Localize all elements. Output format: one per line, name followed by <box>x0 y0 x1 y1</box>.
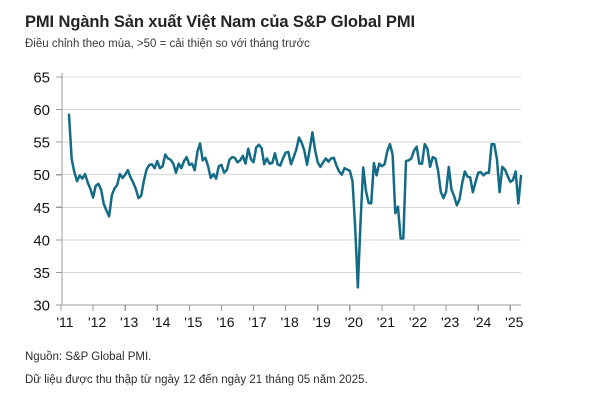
chart-subtitle: Điều chỉnh theo mùa, >50 = cải thiện so … <box>25 38 310 50</box>
x-tick-label: '13 <box>120 314 138 330</box>
x-tick-label: '24 <box>473 314 491 330</box>
x-tick-label: '14 <box>152 314 170 330</box>
y-tick-label: 35 <box>33 265 50 282</box>
chart-title: PMI Ngành Sản xuất Việt Nam của S&P Glob… <box>25 13 415 31</box>
data-collection-note: Dữ liệu được thu thập từ ngày 12 đến ngà… <box>25 374 368 386</box>
x-tick-label: '11 <box>56 314 73 330</box>
pmi-series-line <box>67 113 523 289</box>
y-tick-label: 55 <box>33 135 50 152</box>
x-tick-label: '19 <box>313 314 331 330</box>
x-tick-label: '16 <box>216 314 234 330</box>
x-tick-label: '17 <box>248 314 266 330</box>
y-tick-label: 45 <box>33 200 50 217</box>
x-tick-label: '20 <box>345 314 363 330</box>
y-tick-label: 60 <box>33 102 50 119</box>
x-tick-label: '15 <box>184 314 202 330</box>
x-tick-label: '18 <box>281 314 299 330</box>
x-tick-label: '22 <box>409 314 427 330</box>
y-tick-label: 65 <box>33 70 50 87</box>
source-note: Nguồn: S&P Global PMI. <box>25 351 152 363</box>
y-tick-label: 30 <box>33 298 50 315</box>
x-tick-label: '21 <box>377 314 395 330</box>
y-tick-label: 40 <box>33 232 50 249</box>
x-tick-label: '25 <box>505 314 523 330</box>
x-tick-label: '23 <box>441 314 459 330</box>
x-tick-label: '12 <box>88 314 106 330</box>
y-tick-label: 50 <box>33 167 50 184</box>
